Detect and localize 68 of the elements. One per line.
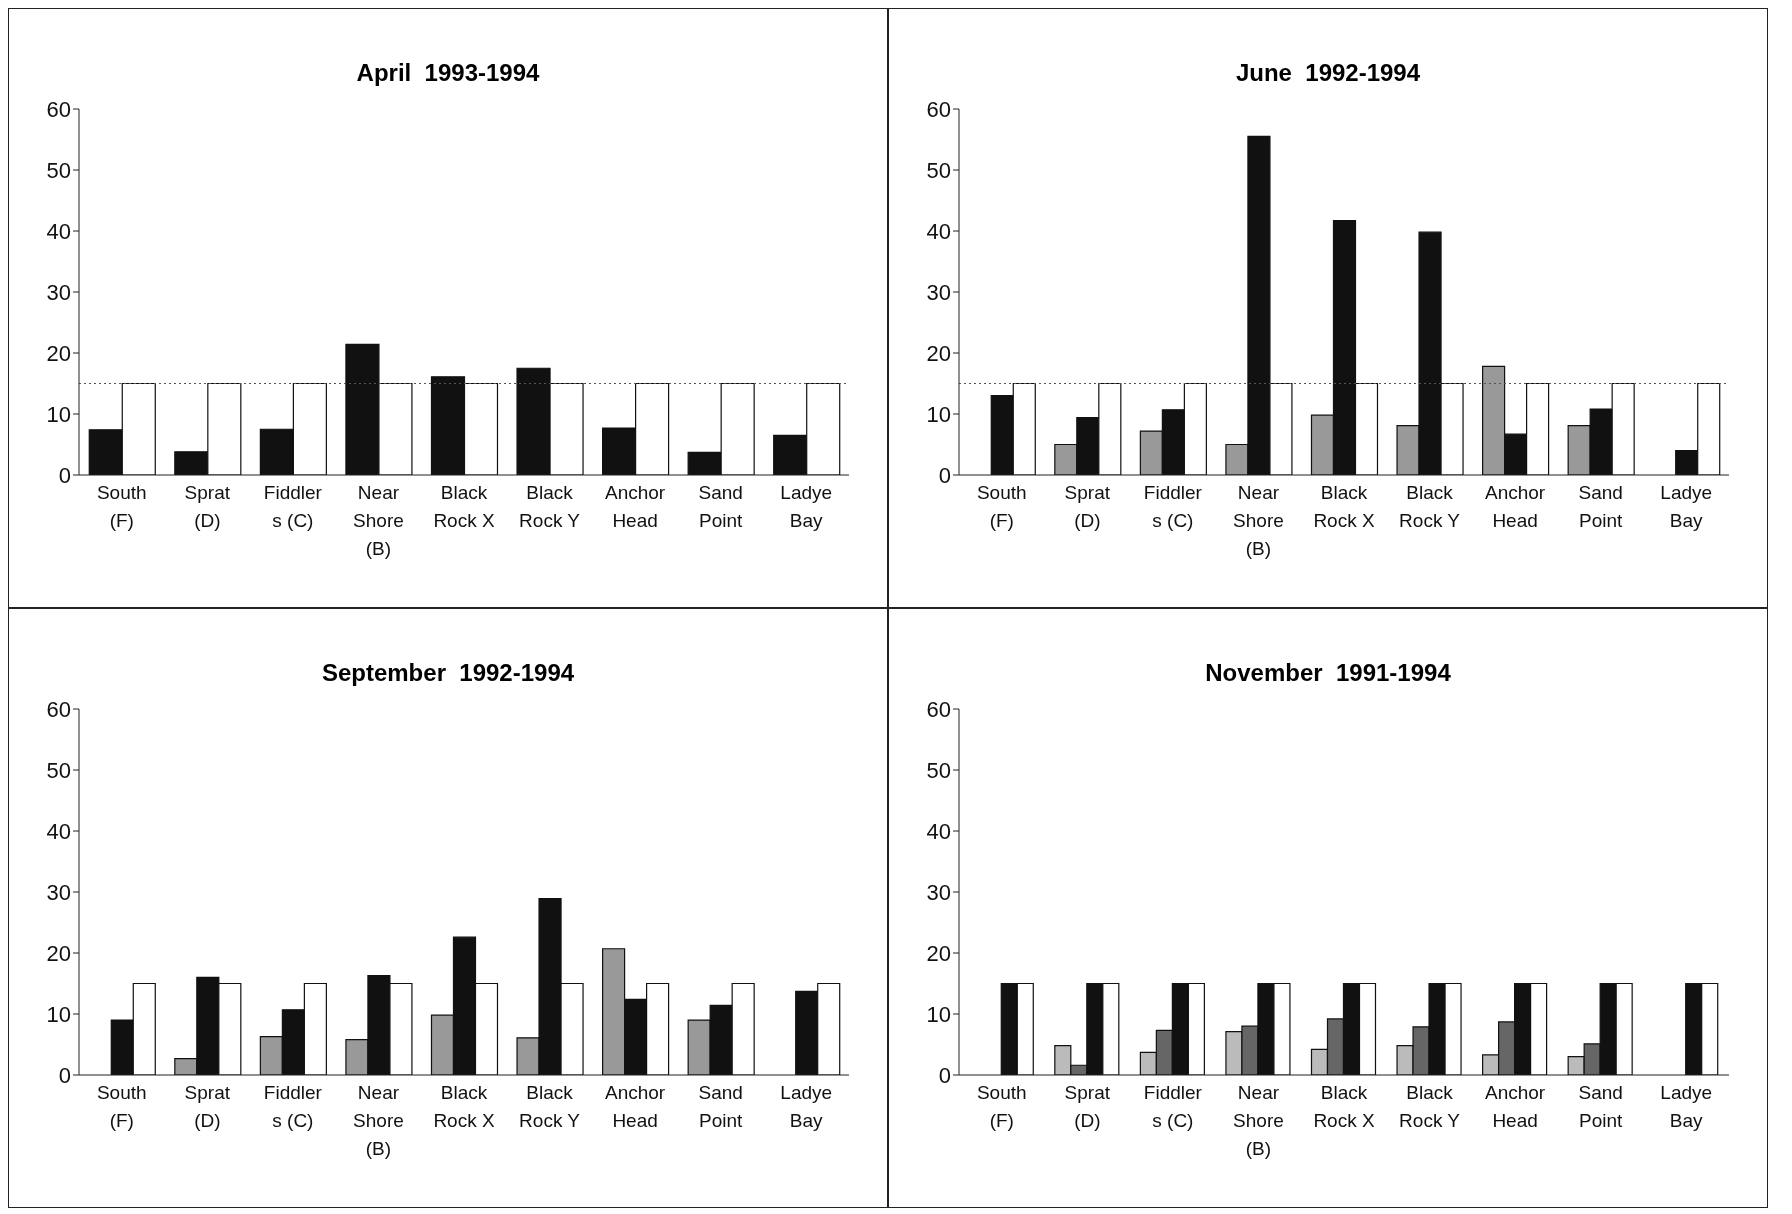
- x-tick-label: Fiddler s (C): [263, 482, 323, 531]
- x-tick-label: Ladye Bay: [1660, 482, 1713, 531]
- chart-title: June 1992-1994: [1234, 59, 1422, 88]
- y-tick-label: 0: [938, 1062, 951, 1088]
- x-tick-label: Near Shore (B): [353, 482, 404, 559]
- y-tick-label: 30: [46, 879, 71, 905]
- x-tick-label: Fiddler s (C): [1143, 1082, 1203, 1131]
- y-tick-label: 20: [926, 340, 951, 366]
- y-tick-label: 20: [46, 340, 71, 366]
- y-tick-label: 50: [46, 757, 71, 783]
- x-tick-label: South (F): [976, 1082, 1027, 1131]
- chart-title: April 1993-1994: [355, 59, 541, 88]
- x-tick-label: Near Shore (B): [1233, 1082, 1284, 1159]
- y-tick-label: 0: [938, 462, 951, 488]
- x-tick-label: Black Rock X: [1313, 482, 1375, 531]
- y-tick-label: 50: [46, 157, 71, 183]
- y-tick-label: 30: [926, 879, 951, 905]
- y-tick-label: 60: [926, 696, 951, 722]
- y-tick-label: 40: [926, 218, 951, 244]
- x-tick-label: Anchor Head: [1485, 482, 1546, 531]
- y-tick-label: 40: [926, 818, 951, 844]
- y-tick-label: 10: [46, 1001, 71, 1027]
- x-tick-label: Sand Point: [698, 1082, 744, 1131]
- y-tick-label: 30: [46, 279, 71, 305]
- x-tick-label: Black Rock Y: [519, 482, 581, 531]
- x-tick-label: Black Rock X: [1313, 1082, 1375, 1131]
- x-tick-label: Sprat (D): [1064, 482, 1111, 531]
- y-tick-label: 10: [926, 401, 951, 427]
- x-tick-label: Sand Point: [698, 482, 744, 531]
- y-tick-label: 20: [926, 940, 951, 966]
- x-tick-label: Ladye Bay: [780, 1082, 833, 1131]
- y-tick-label: 10: [926, 1001, 951, 1027]
- y-tick-label: 30: [926, 279, 951, 305]
- x-tick-label: Ladye Bay: [1660, 1082, 1713, 1131]
- chart-title: November 1991-1994: [1204, 659, 1452, 688]
- x-tick-label: Sprat (D): [184, 1082, 231, 1131]
- y-tick-label: 50: [926, 157, 951, 183]
- chart-title: September 1992-1994: [320, 659, 576, 688]
- x-tick-label: Anchor Head: [1485, 1082, 1546, 1131]
- x-tick-label: South (F): [976, 482, 1027, 531]
- x-tick-label: Black Rock Y: [519, 1082, 581, 1131]
- x-tick-label: Anchor Head: [605, 1082, 666, 1131]
- x-tick-label: South (F): [96, 482, 147, 531]
- y-tick-label: 20: [46, 940, 71, 966]
- y-tick-label: 10: [46, 401, 71, 427]
- x-tick-label: Sand Point: [1578, 482, 1624, 531]
- y-tick-label: 60: [926, 96, 951, 122]
- x-tick-label: Sprat (D): [1064, 1082, 1111, 1131]
- x-tick-label: Fiddler s (C): [263, 1082, 323, 1131]
- y-tick-label: 40: [46, 218, 71, 244]
- x-tick-label: Sand Point: [1578, 1082, 1624, 1131]
- y-tick-label: 0: [58, 462, 71, 488]
- x-tick-label: Black Rock Y: [1399, 482, 1461, 531]
- y-tick-label: 60: [46, 696, 71, 722]
- y-tick-label: 40: [46, 818, 71, 844]
- x-tick-label: Ladye Bay: [780, 482, 833, 531]
- x-tick-label: Sprat (D): [184, 482, 231, 531]
- x-tick-label: Near Shore (B): [353, 1082, 404, 1159]
- x-tick-label: Near Shore (B): [1233, 482, 1284, 559]
- y-tick-label: 50: [926, 757, 951, 783]
- x-tick-label: Black Rock X: [433, 1082, 495, 1131]
- y-tick-label: 0: [58, 1062, 71, 1088]
- x-tick-label: Anchor Head: [605, 482, 666, 531]
- x-tick-label: Fiddler s (C): [1143, 482, 1203, 531]
- x-tick-label: Black Rock Y: [1399, 1082, 1461, 1131]
- x-tick-label: South (F): [96, 1082, 147, 1131]
- x-tick-label: Black Rock X: [433, 482, 495, 531]
- y-tick-label: 60: [46, 96, 71, 122]
